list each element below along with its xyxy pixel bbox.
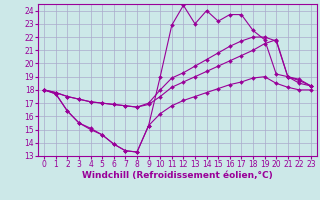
X-axis label: Windchill (Refroidissement éolien,°C): Windchill (Refroidissement éolien,°C) xyxy=(82,171,273,180)
